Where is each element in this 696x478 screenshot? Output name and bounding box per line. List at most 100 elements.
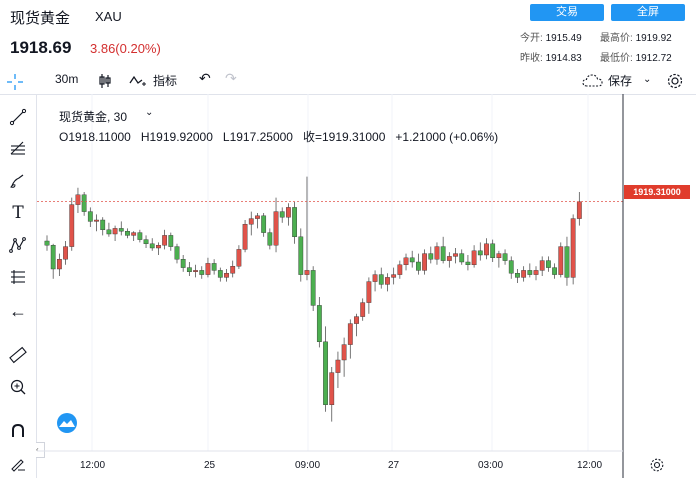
ruler-icon[interactable] [7,344,29,366]
candle-body [347,323,353,345]
candle-body [378,274,384,285]
collapse-toolbar-icon[interactable]: ‹ [36,442,45,458]
candle-body [385,277,390,285]
drawing-toolbar: T ← ‹ [0,94,45,478]
save-button[interactable]: 保存 [608,74,633,88]
settings-icon[interactable] [666,72,684,90]
candle-body [56,258,62,270]
logo-icon [57,413,77,433]
candle-body [576,201,582,219]
chevron-down-icon[interactable]: ⌄ [643,74,652,85]
candle-body [453,253,458,257]
candle-body [354,316,359,324]
candle-body [304,270,310,275]
candle-body [558,246,564,275]
indicators-button[interactable]: 指标 [153,74,178,88]
undo-icon[interactable]: ↶ [199,70,211,86]
candle-body [310,270,316,306]
price-change: 3.86(0.20%) [90,41,161,56]
lock-drawings-icon[interactable] [7,452,29,474]
last-price: 1918.69 [10,38,72,57]
candle-body [459,253,465,263]
candle-body [502,253,508,261]
candles-icon[interactable] [98,73,112,89]
prediction-icon[interactable] [7,266,29,288]
trade-button[interactable]: 交易 [530,4,604,21]
candle-body [50,244,56,270]
candle-body [397,264,403,275]
symbol-name: 现货黄金 [10,10,71,27]
candle-body [508,260,514,274]
fullscreen-button[interactable]: 全屏 [611,4,685,21]
candle-body [69,204,75,247]
interval-selector[interactable]: 30m [55,72,79,86]
candle-body [533,270,539,275]
candle-body [118,228,124,232]
candle-body [44,240,50,246]
candle-body [180,258,186,268]
fib-retracement-icon[interactable] [7,138,29,160]
candle-body [261,215,267,233]
candle-body [217,270,223,278]
candle-body [112,228,118,235]
candle-body [409,257,415,263]
candle-body [292,207,297,238]
candle-body [143,239,149,245]
candle-body [323,341,328,406]
price-chart[interactable] [37,94,696,478]
candle-body [236,249,242,267]
candle-body [255,215,260,219]
last-price-tag: 1919.31000 [624,185,690,199]
candle-body [484,243,489,256]
candle-body [446,256,452,261]
brush-icon[interactable] [7,170,29,192]
trendline-icon[interactable] [7,106,29,128]
crosshair-icon[interactable] [6,73,24,91]
candle-body [465,261,471,265]
legend-collapse-icon[interactable]: ⌄ [145,107,154,118]
legend-symbol: 现货黄金, 30 [59,110,128,124]
candle-body [477,250,483,256]
axis-settings-icon[interactable] [649,457,665,473]
redo-icon[interactable]: ↷ [225,70,237,86]
x-tick: 25 [204,460,216,471]
candle-body [156,244,161,249]
pattern-icon[interactable] [7,234,29,256]
candle-body [137,232,143,240]
quote-header: 现货黄金 XAU 1918.69 3.86(0.20%) 交易 全屏 今开: 1… [0,0,696,68]
candle-body [515,272,520,278]
stat-prev-close: 昨收: 1914.83 [520,53,582,64]
candle-body [316,305,322,342]
magnet-icon[interactable] [7,420,29,442]
x-tick: 09:00 [295,460,321,471]
back-arrow-icon[interactable]: ← [9,300,27,321]
candle-body [267,232,273,246]
candle-body [186,267,192,273]
candle-body [273,211,279,246]
candle-body [279,211,285,218]
candle-body [564,246,570,278]
candle-body [106,229,112,235]
indicators-icon[interactable] [129,74,147,88]
x-tick: 12:00 [577,460,603,471]
candle-body [428,253,434,260]
candle-body [87,211,93,222]
zoom-in-icon[interactable] [7,376,29,398]
candle-body [341,344,347,361]
candle-body [440,246,446,261]
candle-body [360,302,366,317]
text-tool-icon[interactable]: T [12,203,24,223]
candle-body [75,194,81,205]
candle-body [193,270,198,272]
symbol-code: XAU [95,9,122,24]
x-tick: 27 [388,460,400,471]
candle-body [366,281,372,303]
candle-body [81,194,87,212]
stat-low: 最低价: 1912.72 [600,53,672,64]
stat-open: 今开: 1915.49 [520,33,582,44]
candle-body [329,372,335,406]
candle-body [496,253,502,259]
candle-body [230,265,236,274]
candlestick-series [44,176,582,422]
cloud-icon[interactable] [582,73,604,89]
